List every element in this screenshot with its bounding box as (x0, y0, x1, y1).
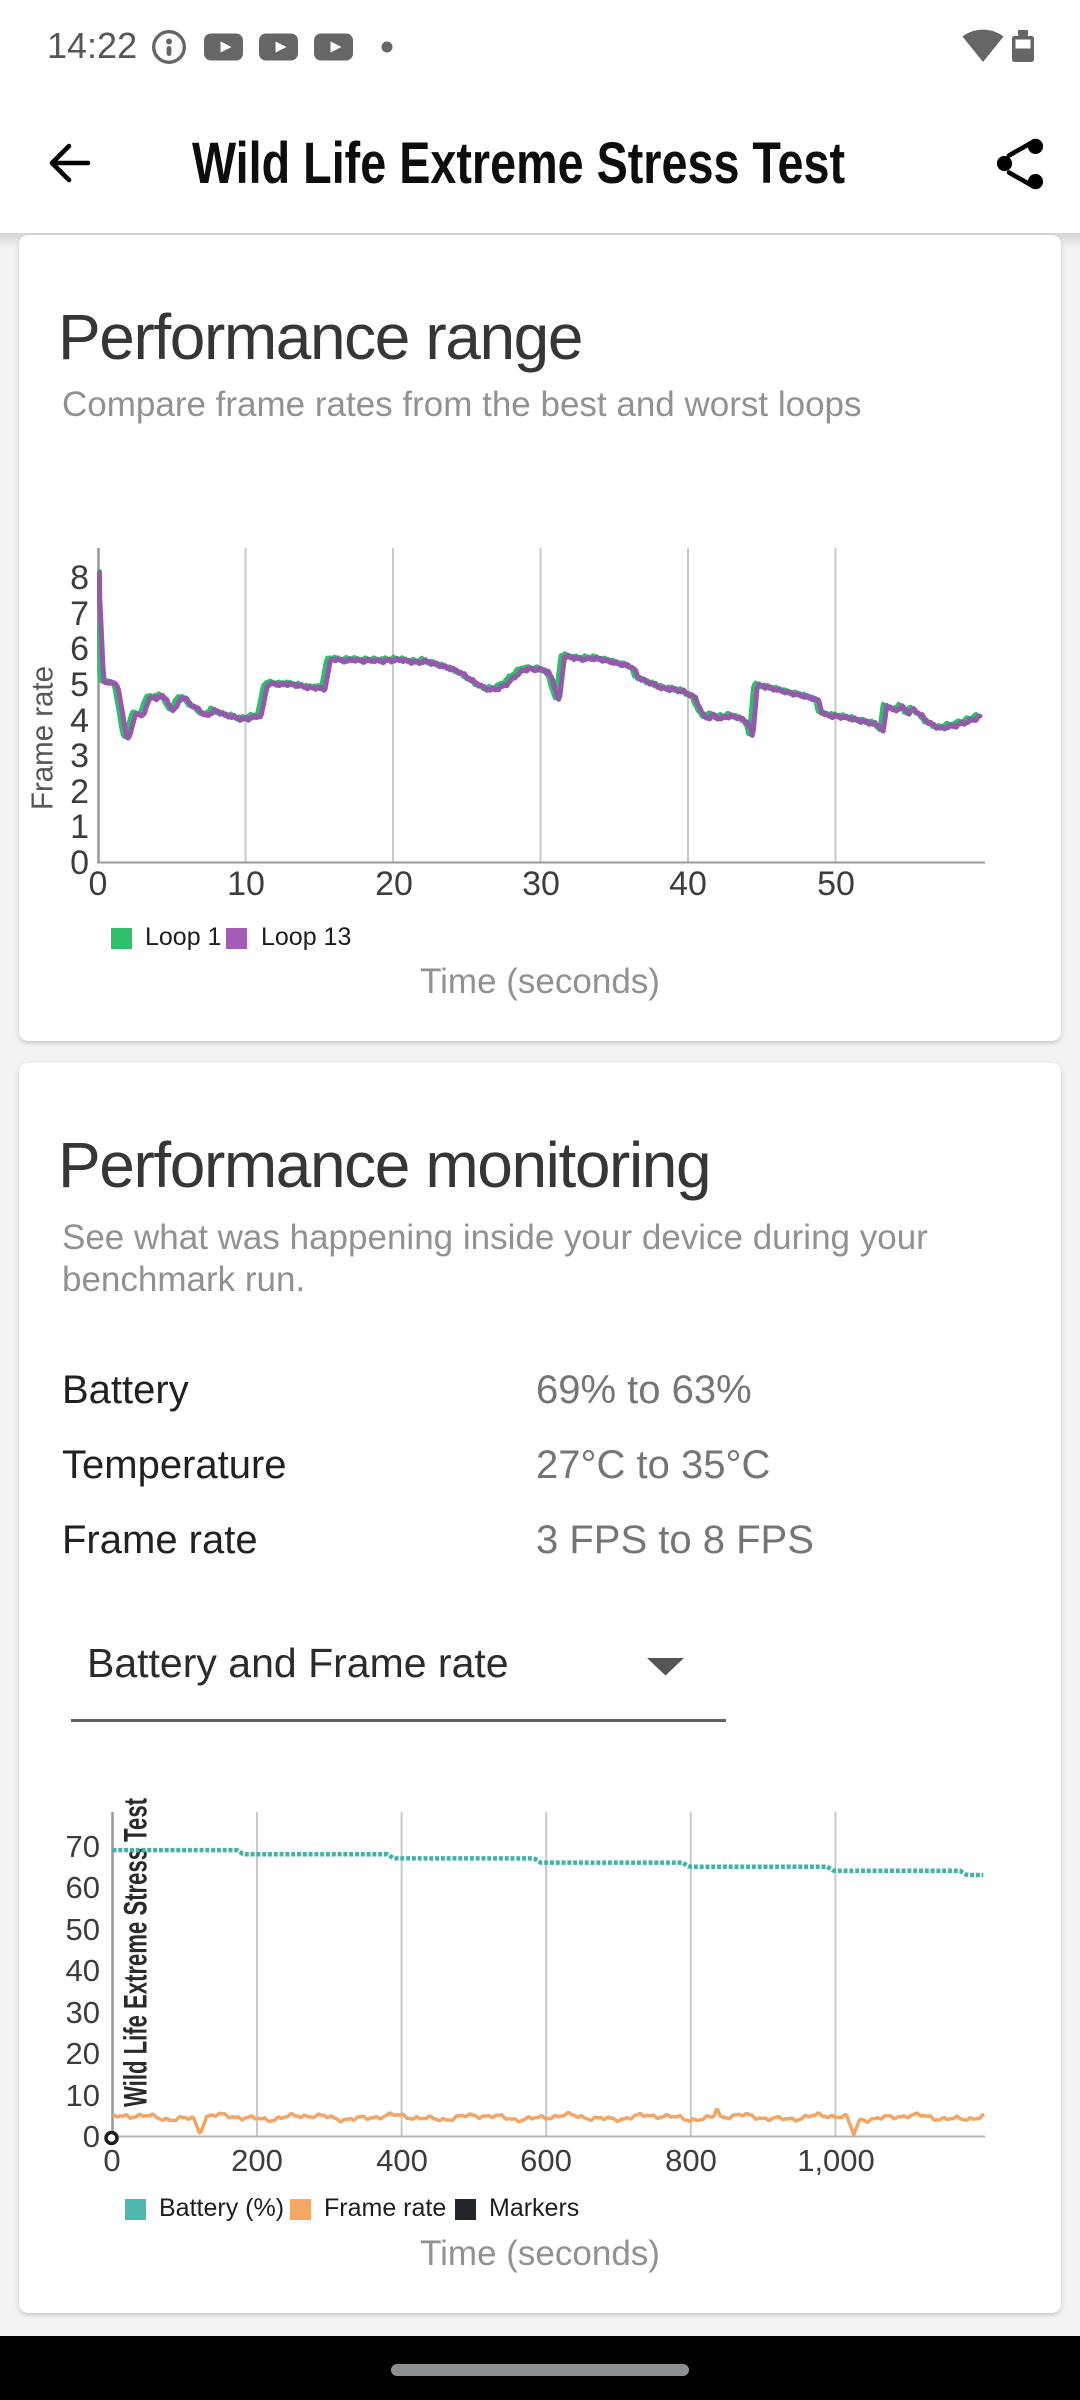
svg-text:10: 10 (227, 865, 265, 903)
svg-text:1,000: 1,000 (797, 2143, 875, 2178)
svg-text:20: 20 (66, 2036, 100, 2071)
svg-text:5: 5 (70, 666, 89, 704)
svg-text:0: 0 (70, 844, 89, 882)
svg-text:6: 6 (70, 630, 89, 668)
svg-text:8: 8 (70, 559, 89, 597)
svg-text:Wild Life Extreme Stress Test: Wild Life Extreme Stress Test (118, 1798, 154, 2107)
svg-text:50: 50 (817, 865, 855, 903)
svg-text:200: 200 (231, 2143, 283, 2178)
svg-text:0: 0 (89, 865, 108, 903)
svg-text:10: 10 (66, 2078, 100, 2113)
svg-text:800: 800 (665, 2143, 717, 2178)
svg-text:40: 40 (669, 865, 707, 903)
svg-text:3: 3 (70, 737, 89, 775)
svg-text:20: 20 (375, 865, 413, 903)
svg-text:30: 30 (522, 865, 560, 903)
svg-text:400: 400 (376, 2143, 428, 2178)
svg-text:2: 2 (70, 773, 89, 811)
svg-text:50: 50 (66, 1912, 100, 1947)
svg-text:Wild Life Extreme Stress Test: Wild Life Extreme Stress Test (192, 131, 845, 196)
svg-text:0: 0 (83, 2119, 100, 2154)
svg-text:7: 7 (70, 595, 89, 633)
svg-text:1: 1 (70, 808, 89, 846)
svg-text:600: 600 (520, 2143, 572, 2178)
svg-text:0: 0 (103, 2143, 120, 2178)
svg-text:40: 40 (66, 1953, 100, 1988)
svg-text:60: 60 (66, 1870, 100, 1905)
svg-text:30: 30 (66, 1995, 100, 2030)
svg-text:Frame rate: Frame rate (25, 666, 60, 810)
svg-text:70: 70 (66, 1829, 100, 1864)
svg-text:4: 4 (70, 702, 89, 740)
